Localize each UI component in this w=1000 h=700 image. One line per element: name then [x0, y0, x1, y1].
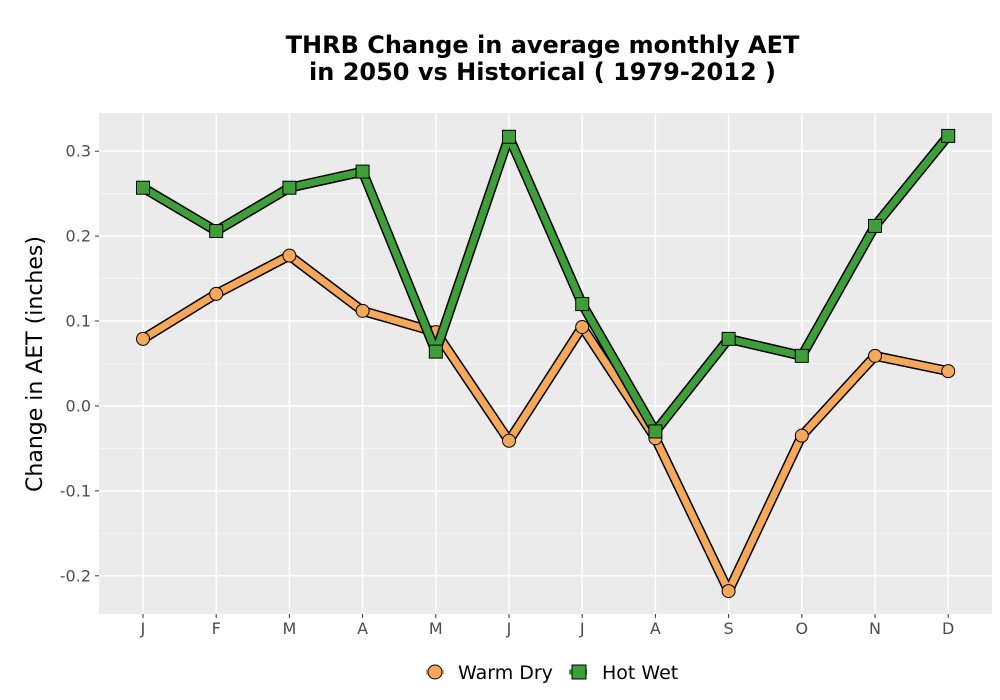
- series-layer: [136, 128, 956, 599]
- x-tick-label: J: [579, 619, 585, 638]
- x-tick-label: M: [282, 619, 296, 638]
- x-tick-label: A: [650, 619, 661, 638]
- data-point-hot-wet: [355, 164, 370, 179]
- data-point-warm-dry: [941, 364, 956, 379]
- data-point-warm-dry: [209, 286, 224, 301]
- data-point-hot-wet: [721, 331, 736, 346]
- data-point-hot-wet: [575, 297, 590, 312]
- x-tick-label: J: [506, 619, 512, 638]
- x-tick-label: A: [357, 619, 368, 638]
- data-point-warm-dry: [575, 319, 590, 334]
- x-tick-label: D: [942, 619, 954, 638]
- legend-label-warm-dry: Warm Dry: [458, 662, 553, 684]
- y-tick-label: 0.2: [66, 227, 91, 246]
- x-tick-label: M: [429, 619, 443, 638]
- legend-key-marker-warm-dry: [427, 664, 443, 680]
- legend-label-hot-wet: Hot Wet: [602, 662, 678, 684]
- chart-title-line-1: THRB Change in average monthly AET: [285, 31, 800, 59]
- y-tick-label: -0.1: [60, 481, 91, 500]
- x-tick-label: J: [140, 619, 146, 638]
- x-tick-label: F: [212, 619, 221, 638]
- data-point-warm-dry: [502, 433, 516, 448]
- data-point-hot-wet: [209, 224, 224, 239]
- y-axis-label: Change in AET (inches): [23, 236, 48, 492]
- x-tick-label: N: [869, 619, 881, 638]
- data-point-hot-wet: [794, 348, 809, 363]
- data-point-warm-dry: [136, 331, 150, 346]
- data-point-warm-dry: [282, 248, 297, 263]
- y-tick-label: -0.2: [60, 566, 91, 585]
- series-line-warm-dry: [139, 252, 952, 595]
- series-hot-wet: [136, 128, 956, 439]
- data-point-warm-dry: [355, 303, 370, 318]
- y-tick-label: 0.1: [66, 312, 91, 331]
- axes: -0.2 -0.1 0.0 0.1 0.2 0.3 J F M A M J J A S O N D: [60, 142, 955, 638]
- data-point-hot-wet: [136, 180, 150, 195]
- x-tick-label: O: [796, 619, 809, 638]
- data-point-hot-wet: [282, 180, 297, 195]
- data-point-warm-dry: [721, 584, 736, 599]
- data-point-warm-dry: [794, 428, 809, 443]
- data-point-hot-wet: [502, 129, 516, 144]
- legend: Warm Dry Hot Wet: [426, 662, 678, 684]
- y-tick-label: 0.0: [66, 396, 91, 415]
- series-line-hot-wet: [139, 132, 952, 435]
- data-point-warm-dry: [868, 348, 882, 363]
- data-point-hot-wet: [428, 344, 443, 359]
- legend-key-marker-hot-wet: [571, 664, 587, 680]
- y-tick-label: 0.3: [66, 142, 91, 161]
- gridlines: [99, 113, 992, 614]
- x-tick-label: S: [724, 619, 734, 638]
- chart-title-line-2: in 2050 vs Historical ( 1979-2012 ): [309, 58, 776, 86]
- data-point-hot-wet: [941, 128, 956, 143]
- data-point-hot-wet: [648, 424, 663, 439]
- data-point-hot-wet: [868, 218, 882, 233]
